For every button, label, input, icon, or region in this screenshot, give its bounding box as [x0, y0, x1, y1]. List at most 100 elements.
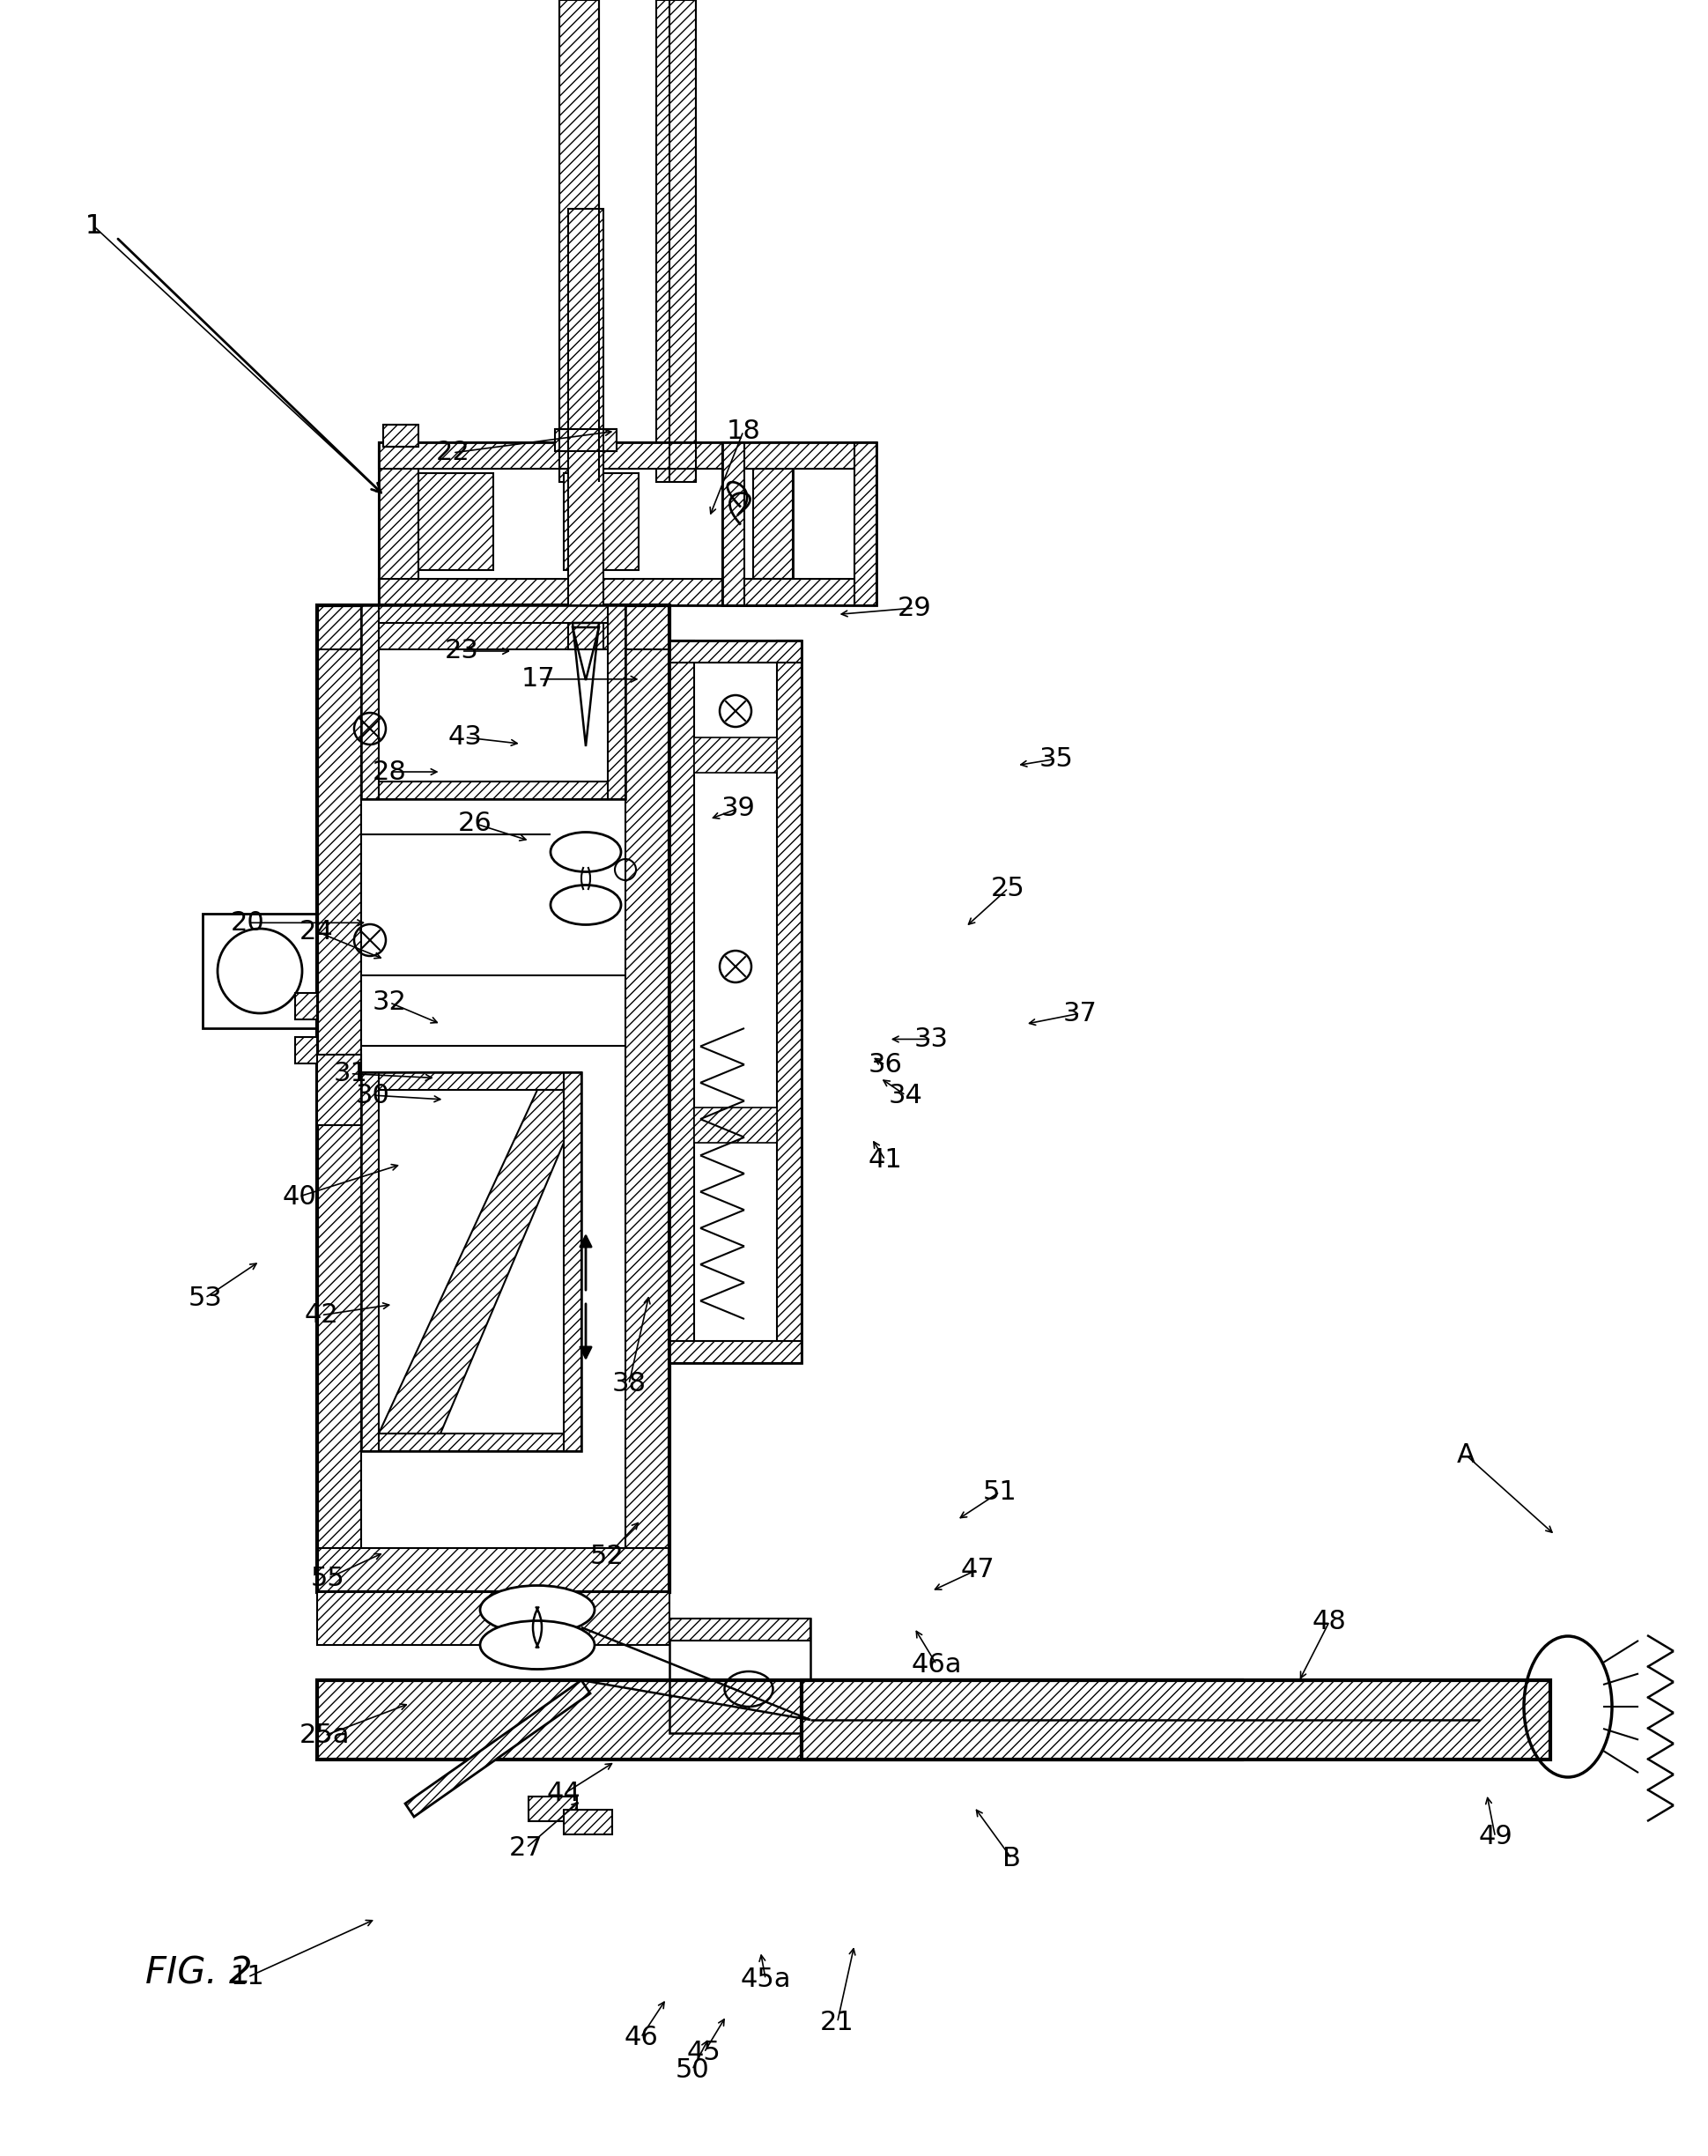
Bar: [693, 737, 777, 772]
Bar: [559, 0, 600, 483]
Text: 37: 37: [1062, 1000, 1097, 1026]
Bar: [318, 1548, 670, 1591]
Text: 20: 20: [231, 910, 265, 936]
Bar: [777, 640, 801, 1363]
Bar: [360, 606, 379, 800]
Bar: [801, 1680, 1549, 1759]
Bar: [418, 472, 494, 569]
Bar: [555, 429, 589, 451]
Bar: [801, 1680, 1549, 1759]
Text: 47: 47: [960, 1557, 994, 1583]
Bar: [670, 640, 801, 1363]
Polygon shape: [405, 1680, 589, 1818]
Text: 45: 45: [687, 2040, 721, 2065]
Text: 1: 1: [85, 213, 102, 239]
Bar: [379, 442, 418, 606]
Text: 35: 35: [1038, 746, 1073, 772]
Bar: [722, 442, 876, 468]
Ellipse shape: [480, 1585, 594, 1634]
Text: 30: 30: [355, 1082, 389, 1108]
Text: 18: 18: [726, 418, 760, 444]
Text: 51: 51: [982, 1479, 1016, 1505]
Text: 1: 1: [85, 213, 102, 239]
Text: 49: 49: [1477, 1824, 1512, 1850]
Bar: [360, 1072, 379, 1451]
Bar: [670, 1619, 810, 1733]
Bar: [379, 442, 793, 468]
Bar: [528, 1796, 577, 1822]
Bar: [722, 578, 876, 606]
Bar: [564, 1072, 581, 1451]
Text: 46: 46: [623, 2024, 658, 2050]
Polygon shape: [379, 1091, 564, 1434]
Text: 21: 21: [820, 2009, 854, 2035]
Text: 43: 43: [447, 724, 482, 750]
Text: 29: 29: [897, 595, 931, 621]
Bar: [670, 640, 693, 1363]
Text: 32: 32: [372, 990, 407, 1015]
Bar: [567, 209, 603, 649]
Text: A: A: [1457, 1442, 1474, 1468]
Bar: [722, 442, 745, 606]
Text: 24: 24: [299, 918, 333, 944]
Bar: [318, 606, 670, 649]
Text: 26: 26: [458, 811, 492, 837]
Bar: [564, 472, 639, 569]
Text: 31: 31: [333, 1061, 367, 1087]
Bar: [383, 425, 418, 446]
Bar: [670, 1341, 801, 1363]
Bar: [693, 1108, 777, 1143]
Bar: [318, 1054, 360, 1125]
Text: 36: 36: [868, 1052, 902, 1078]
Text: 22: 22: [436, 440, 470, 466]
Text: 50: 50: [675, 2057, 709, 2083]
Bar: [360, 606, 625, 800]
Text: 55: 55: [311, 1565, 345, 1591]
Text: 48: 48: [1312, 1608, 1346, 1634]
Text: 46a: 46a: [910, 1651, 962, 1677]
Text: B: B: [1003, 1846, 1020, 1871]
Text: 40: 40: [282, 1184, 316, 1210]
Bar: [318, 606, 360, 1591]
Bar: [318, 606, 670, 1591]
Bar: [318, 1680, 1242, 1759]
Bar: [608, 606, 625, 800]
Text: 11: 11: [231, 1964, 265, 1990]
Bar: [295, 1037, 318, 1063]
Bar: [670, 640, 801, 662]
Bar: [625, 606, 670, 1591]
Bar: [564, 1809, 611, 1835]
Text: 38: 38: [611, 1371, 646, 1397]
Bar: [854, 442, 876, 606]
Text: 34: 34: [888, 1082, 922, 1108]
Text: 33: 33: [914, 1026, 948, 1052]
Bar: [318, 1591, 670, 1645]
Bar: [360, 1072, 581, 1091]
Text: 17: 17: [521, 666, 555, 692]
Bar: [360, 1434, 581, 1451]
Ellipse shape: [480, 1621, 594, 1669]
Text: 25a: 25a: [299, 1723, 350, 1749]
Bar: [753, 442, 793, 606]
Text: 39: 39: [721, 796, 755, 821]
Bar: [318, 1680, 1242, 1759]
Text: 25: 25: [991, 875, 1025, 901]
Bar: [379, 442, 793, 606]
Bar: [670, 1619, 810, 1641]
Text: 41: 41: [868, 1147, 902, 1173]
Text: FIG. 2: FIG. 2: [145, 1953, 253, 1992]
Bar: [379, 578, 793, 606]
Text: 53: 53: [188, 1285, 222, 1311]
Text: 42: 42: [304, 1302, 338, 1328]
Bar: [581, 429, 617, 451]
Bar: [360, 1072, 581, 1451]
Text: 44: 44: [547, 1781, 581, 1807]
Text: 52: 52: [589, 1544, 623, 1570]
Text: 23: 23: [444, 638, 478, 664]
Text: 27: 27: [509, 1835, 543, 1861]
Bar: [295, 994, 318, 1020]
Text: 28: 28: [372, 759, 407, 785]
Bar: [722, 442, 876, 606]
Bar: [360, 780, 625, 800]
Bar: [360, 606, 625, 623]
